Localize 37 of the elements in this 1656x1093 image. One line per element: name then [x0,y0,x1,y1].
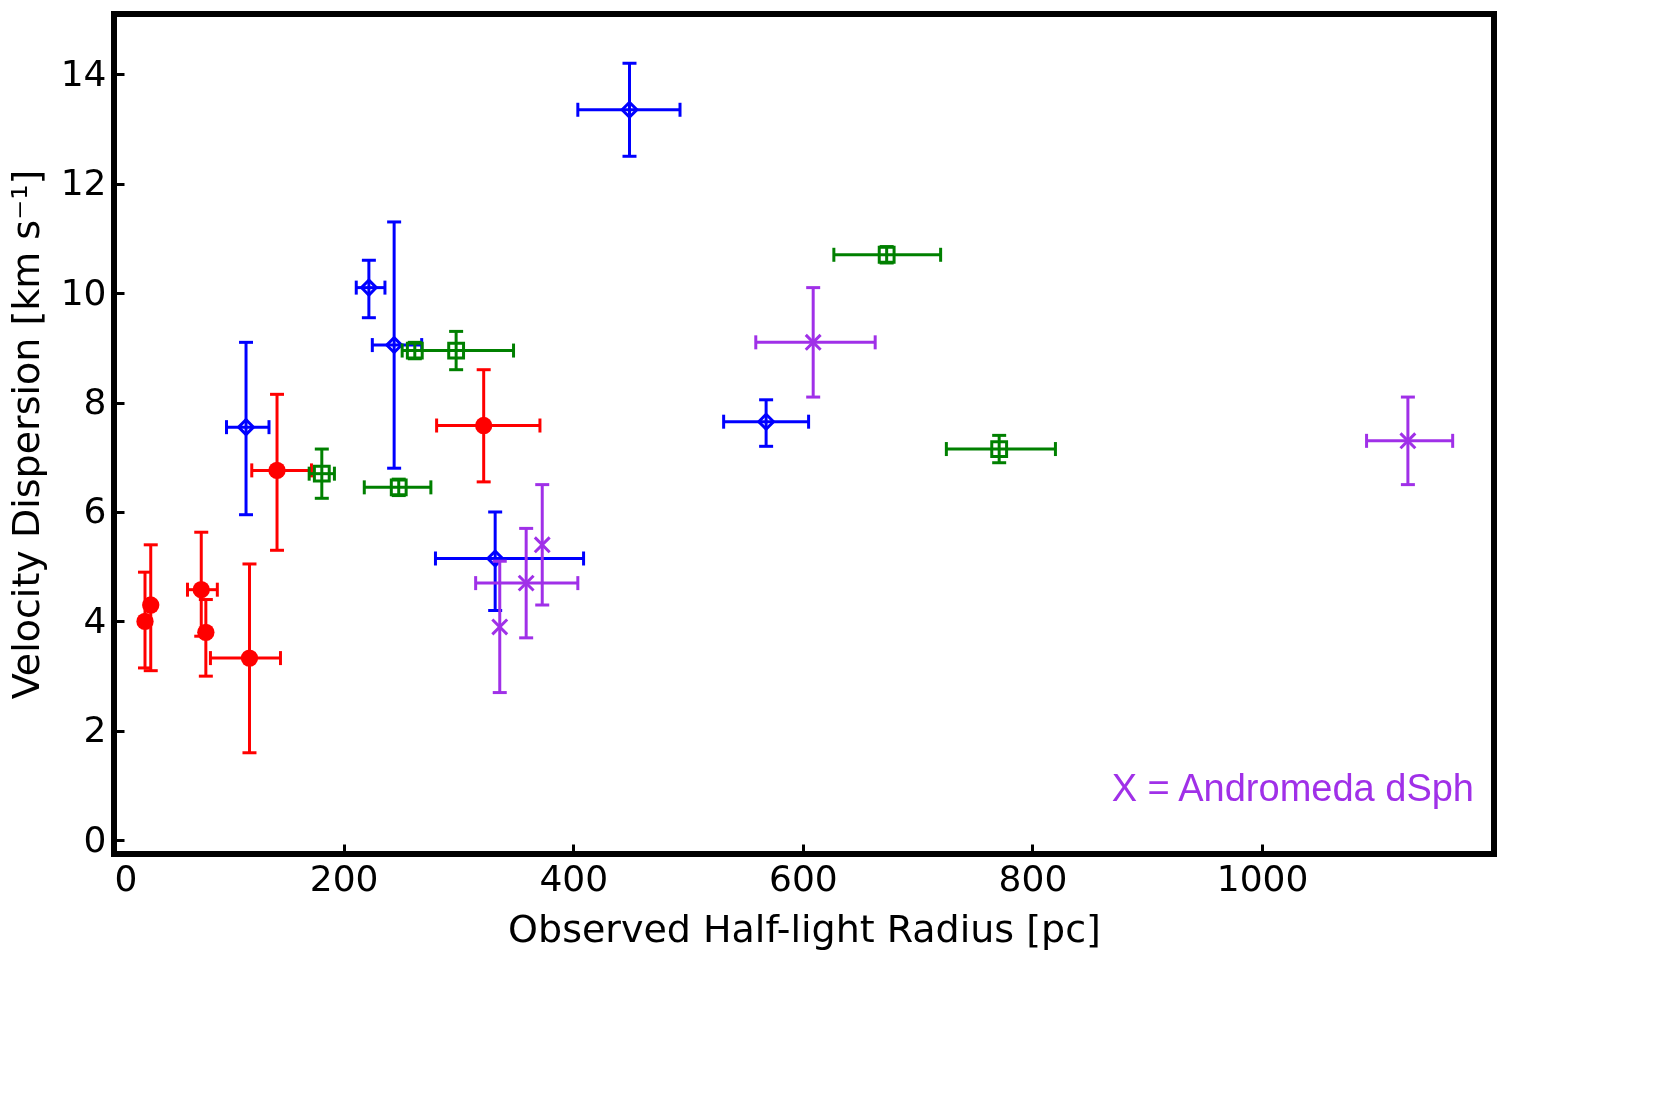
x-tick-label: 0 [114,857,138,899]
x-tick-label: 1000 [1216,857,1309,899]
point [447,341,466,360]
y-tick-label: 14 [60,52,107,94]
point [312,464,331,483]
point [359,278,378,297]
point [136,612,154,631]
point [385,336,404,354]
point [237,418,255,437]
point [620,100,639,119]
y-axis-title: Velocity Dispersion [km s⁻¹] [3,169,48,700]
point [533,535,552,554]
point [517,574,536,593]
point [268,461,286,480]
point [990,440,1009,458]
point [1398,431,1417,450]
y-tick-label: 12 [60,162,107,204]
y-tick-label: 2 [83,709,107,751]
x-tick-label: 800 [998,857,1068,899]
annotation: X = Andromeda dSph [1111,767,1474,809]
x-axis-title: Observed Half-light Radius [pc] [508,906,1101,951]
point [757,412,776,431]
y-tick-label: 10 [60,271,107,313]
point [192,581,210,599]
point [804,333,823,352]
point [240,649,259,667]
point [490,617,509,636]
y-tick-label: 0 [83,818,107,860]
y-tick-label: 4 [83,599,107,641]
y-tick-label: 6 [83,490,107,532]
point [475,416,493,435]
x-tick-label: 400 [539,857,609,899]
y-tick-label: 8 [83,381,107,423]
x-tick-label: 600 [768,857,838,899]
x-tick-label: 200 [309,857,379,899]
point [142,596,160,614]
point [197,623,215,642]
